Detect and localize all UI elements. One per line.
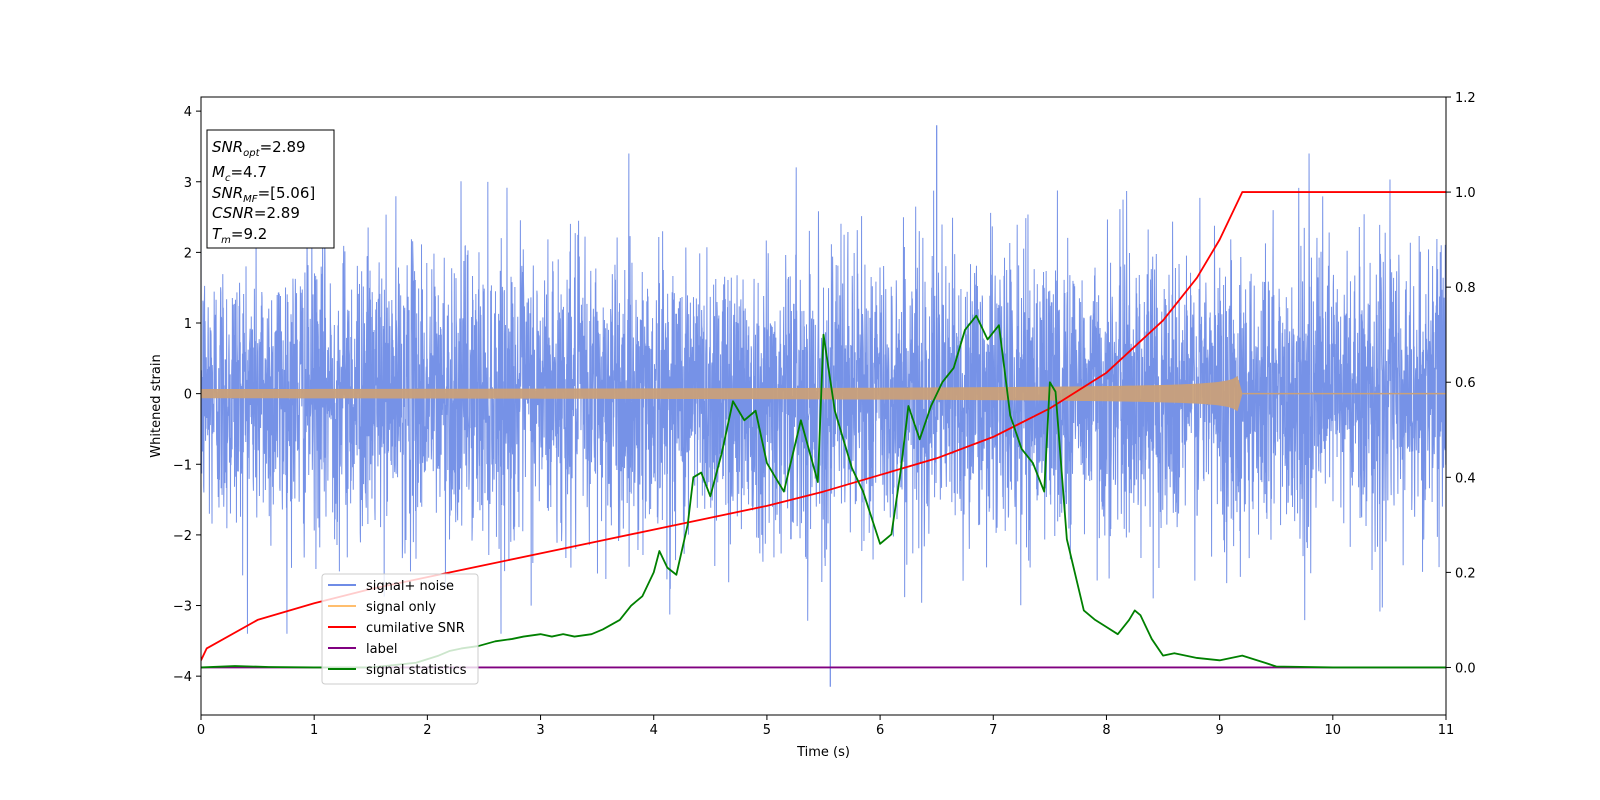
legend-label-cumulative-snr: cumilative SNR bbox=[366, 621, 465, 636]
series-signal-noise bbox=[201, 153, 1446, 634]
plot-frame bbox=[200, 96, 1447, 716]
x-tick-label: 4 bbox=[650, 723, 658, 738]
y-tick-label: 0 bbox=[184, 388, 192, 403]
x-tick-label: 6 bbox=[876, 723, 884, 738]
x-tick-label: 0 bbox=[197, 723, 205, 738]
legend-label-signal-only: signal only bbox=[366, 600, 436, 615]
y-tick-label: −4 bbox=[173, 670, 192, 685]
y-tick-label: −2 bbox=[173, 529, 192, 544]
y-axis-label: Whitened strain bbox=[149, 354, 164, 457]
info-snr-mf: SNRMF=[5.06] bbox=[212, 184, 315, 205]
y2-tick-label: 0.8 bbox=[1455, 281, 1476, 296]
x-tick-label: 10 bbox=[1325, 723, 1342, 738]
y-tick-label: −1 bbox=[173, 458, 192, 473]
info-box: SNRopt=2.89 Mc=4.7 SNRMF=[5.06] CSNR=2.8… bbox=[206, 129, 335, 249]
y2-tick-label: 1.2 bbox=[1455, 91, 1476, 106]
legend-label-signal-statistics: signal statistics bbox=[366, 663, 467, 678]
y2-tick-label: 0.6 bbox=[1455, 376, 1476, 391]
series-signal-only bbox=[201, 376, 1243, 412]
y2-tick-label: 0.4 bbox=[1455, 471, 1476, 486]
y2-tick-label: 0.2 bbox=[1455, 566, 1476, 581]
y-tick-label: 2 bbox=[184, 246, 192, 261]
info-tm: Tm=9.2 bbox=[212, 225, 267, 246]
legend: signal+ noise signal only cumilative SNR… bbox=[321, 573, 479, 685]
x-tick-label: 8 bbox=[1102, 723, 1110, 738]
y-tick-label: 3 bbox=[184, 176, 192, 191]
x-axis-label: Time (s) bbox=[796, 745, 850, 760]
y-tick-label: −3 bbox=[173, 600, 192, 615]
x-tick-label: 1 bbox=[310, 723, 318, 738]
x-tick-label: 2 bbox=[423, 723, 431, 738]
y-tick-label: 4 bbox=[184, 105, 192, 120]
x-tick-label: 9 bbox=[1215, 723, 1223, 738]
y2-tick-label: 1.0 bbox=[1455, 186, 1476, 201]
y-tick-label: 1 bbox=[184, 317, 192, 332]
legend-label-label: label bbox=[366, 642, 397, 657]
axes: 0 1 2 3 4 5 6 7 8 9 10 1143210−1−2−3−41.21.00.80.60… bbox=[173, 91, 1476, 738]
x-tick-label: 3 bbox=[536, 723, 544, 738]
series-signal-statistics bbox=[201, 314, 1446, 669]
x-tick-label: 5 bbox=[763, 723, 771, 738]
legend-label-signal-noise: signal+ noise bbox=[366, 579, 454, 594]
info-mc: Mc=4.7 bbox=[212, 163, 267, 184]
x-tick-label: 7 bbox=[989, 723, 997, 738]
info-snr-opt: SNRopt=2.89 bbox=[212, 138, 306, 159]
info-csnr: CSNR=2.89 bbox=[212, 204, 300, 222]
x-tick-label: 11 bbox=[1438, 723, 1455, 738]
y2-tick-label: 0.0 bbox=[1455, 661, 1476, 676]
